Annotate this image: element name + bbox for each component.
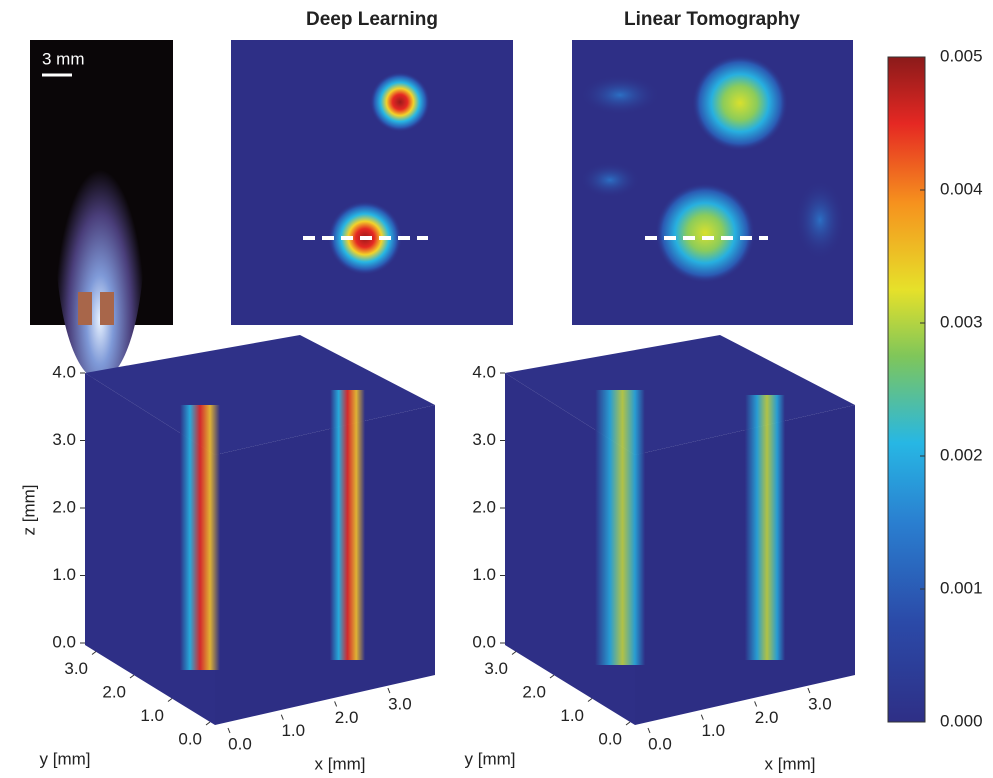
volume [505, 335, 855, 725]
blob [655, 183, 755, 283]
x-tick [335, 701, 337, 706]
x-tick [648, 728, 650, 733]
x-tick-label: 2.0 [335, 708, 359, 727]
z-tick-label: 3.0 [472, 430, 496, 449]
column [330, 390, 365, 660]
y-tick [92, 652, 96, 655]
x-tick [755, 701, 757, 706]
x-tick [228, 728, 230, 733]
heatmap [231, 40, 513, 325]
z-tick-label: 1.0 [472, 565, 496, 584]
y-tick [588, 699, 592, 702]
x-tick [388, 688, 390, 693]
colorbar-tick-label: 0.002 [940, 445, 983, 464]
column [745, 395, 785, 660]
x-tick [701, 715, 703, 720]
y-tick-label: 1.0 [560, 706, 584, 725]
blob [580, 75, 660, 115]
y-tick-label: 2.0 [102, 682, 126, 701]
z-tick-label: 3.0 [52, 430, 76, 449]
colorbar [888, 57, 925, 722]
z-tick-label: 2.0 [472, 497, 496, 516]
blob [692, 55, 788, 151]
burner [100, 292, 114, 325]
panel-title: Linear Tomography [624, 9, 800, 30]
colorbar-tick-label: 0.004 [940, 179, 983, 198]
colorbar-tick-label: 0.001 [940, 578, 983, 597]
figure: 3 mm Deep Learning Linear Tomography z [… [0, 0, 993, 778]
y-tick-label: 2.0 [522, 682, 546, 701]
x-tick-label: 0.0 [228, 734, 252, 753]
z-axis-label: z [mm] [19, 485, 38, 536]
y-tick-label: 3.0 [484, 659, 508, 678]
y-tick-label: 3.0 [64, 659, 88, 678]
blob [795, 180, 845, 260]
y-tick [626, 722, 630, 725]
volume [85, 335, 435, 725]
y-axis-label: y [mm] [40, 749, 91, 768]
x-tick-label: 3.0 [388, 695, 412, 714]
colorbar-tick-label: 0.000 [940, 711, 983, 730]
z-tick-label: 0.0 [472, 632, 496, 651]
z-tick-label: 4.0 [52, 362, 76, 381]
colorbar-tick-label: 0.003 [940, 312, 983, 331]
x-tick-label: 1.0 [701, 721, 725, 740]
face [215, 405, 435, 725]
x-tick-label: 2.0 [755, 708, 779, 727]
x-axis-label: x [mm] [315, 754, 366, 773]
y-tick [206, 722, 210, 725]
x-tick-label: 0.0 [648, 734, 672, 753]
z-tick-label: 0.0 [52, 632, 76, 651]
blob [580, 162, 640, 198]
y-tick-label: 0.0 [178, 729, 202, 748]
z-tick-label: 4.0 [472, 362, 496, 381]
x-tick-label: 3.0 [808, 695, 832, 714]
x-tick-label: 1.0 [281, 721, 305, 740]
blob [370, 72, 430, 132]
x-tick [281, 715, 283, 720]
y-tick [130, 675, 134, 678]
column [595, 390, 645, 665]
colorbar-tick-label: 0.005 [940, 46, 983, 65]
x-tick [808, 688, 810, 693]
burner [78, 292, 92, 325]
panel-title: Deep Learning [306, 9, 438, 30]
z-tick-label: 2.0 [52, 497, 76, 516]
y-tick [168, 699, 172, 702]
y-tick-label: 1.0 [140, 706, 164, 725]
y-tick-label: 0.0 [598, 729, 622, 748]
y-tick [512, 652, 516, 655]
x-axis-label: x [mm] [765, 754, 816, 773]
column [180, 405, 220, 670]
scale-label: 3 mm [42, 49, 85, 68]
z-tick-label: 1.0 [52, 565, 76, 584]
y-tick [550, 675, 554, 678]
flame [55, 80, 145, 380]
y-axis-label: y [mm] [465, 749, 516, 768]
